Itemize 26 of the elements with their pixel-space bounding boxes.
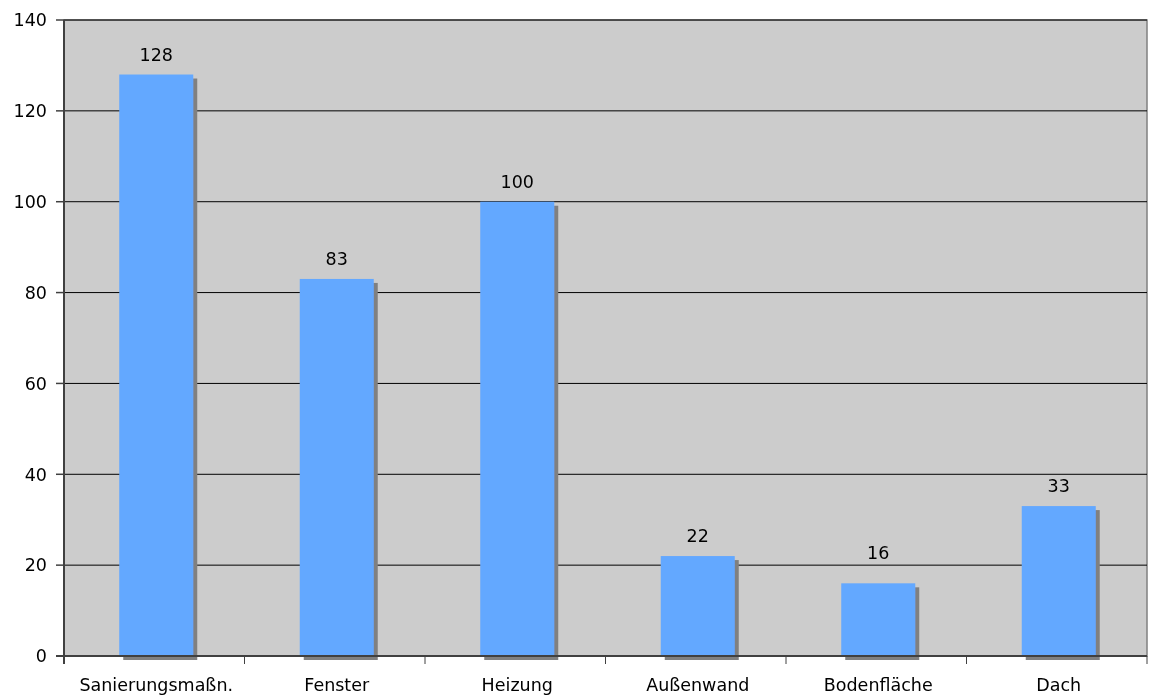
y-tick-label: 140 bbox=[13, 10, 47, 31]
bar bbox=[299, 278, 374, 656]
data-label: 100 bbox=[500, 171, 534, 192]
x-tick-label: Bodenfläche bbox=[823, 675, 933, 695]
bar bbox=[480, 201, 555, 656]
bar bbox=[841, 583, 916, 656]
x-tick-label: Außenwand bbox=[646, 675, 750, 695]
data-label: 22 bbox=[686, 526, 709, 547]
y-tick-label: 80 bbox=[24, 282, 47, 303]
data-label: 83 bbox=[325, 248, 348, 269]
x-tick-label: Heizung bbox=[481, 675, 553, 695]
y-tick-label: 20 bbox=[24, 555, 47, 576]
x-tick-label: Dach bbox=[1036, 675, 1082, 695]
x-tick-label: Sanierungsmaßn. bbox=[79, 675, 234, 695]
y-tick-label: 40 bbox=[24, 464, 47, 485]
bar bbox=[119, 74, 194, 656]
x-tick-label: Fenster bbox=[304, 675, 370, 695]
y-tick-label: 100 bbox=[13, 192, 47, 213]
y-tick-label: 60 bbox=[24, 373, 47, 394]
data-label: 33 bbox=[1047, 476, 1070, 497]
data-label: 16 bbox=[867, 543, 890, 564]
y-tick-label: 0 bbox=[35, 646, 47, 667]
bar bbox=[660, 556, 735, 656]
data-label: 128 bbox=[139, 44, 173, 65]
bar bbox=[1021, 506, 1096, 656]
y-tick-label: 120 bbox=[13, 101, 47, 122]
